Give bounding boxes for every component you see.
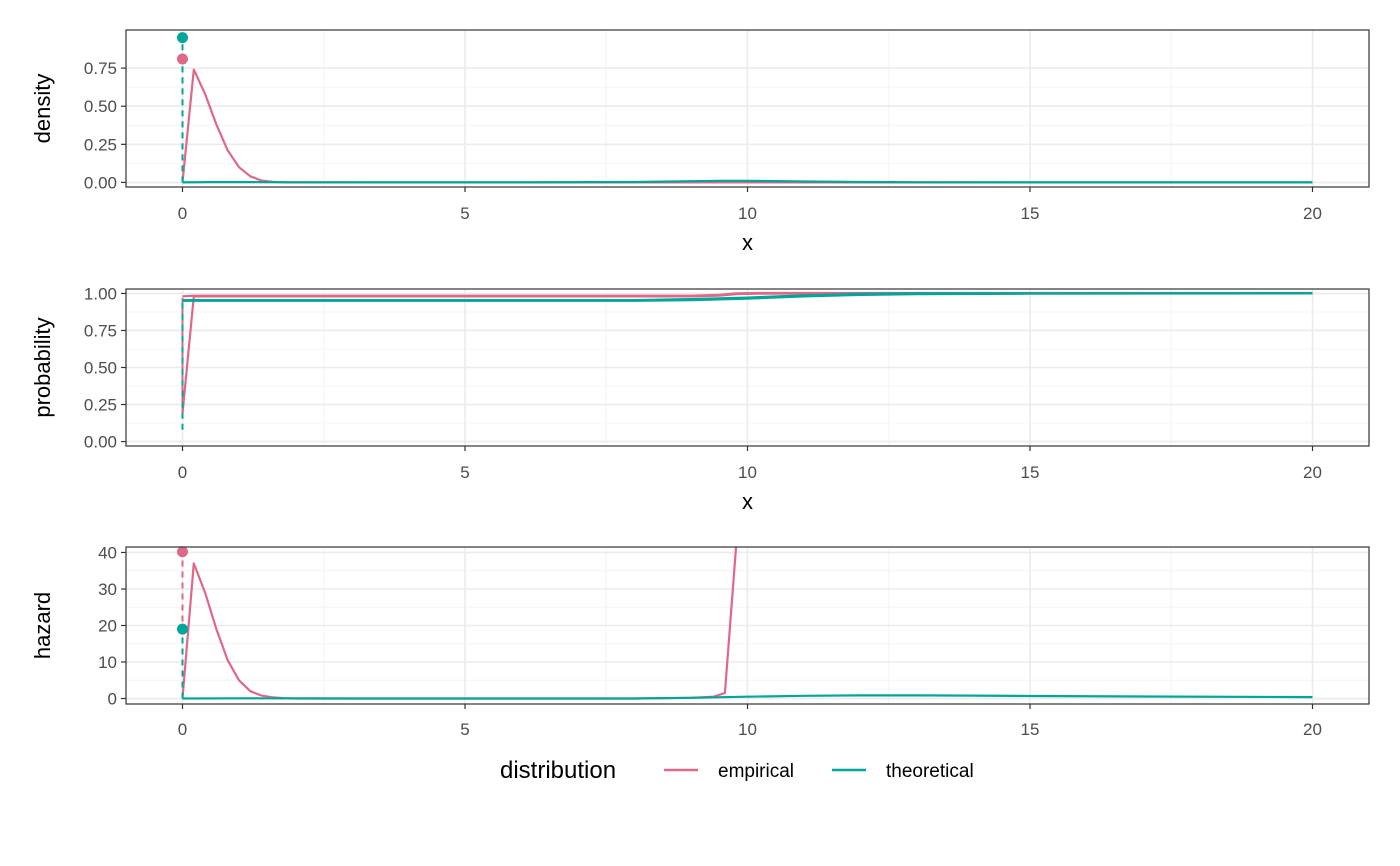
x-axis-title: x	[742, 230, 753, 255]
y-axis-title: probability	[30, 317, 55, 417]
y-tick-label: 0.50	[84, 97, 117, 116]
series-empirical-point	[177, 53, 188, 65]
legend-label-theoretical: theoretical	[886, 761, 974, 782]
y-axis-title: hazard	[30, 592, 55, 659]
x-tick-label: 5	[460, 204, 469, 223]
x-tick-label: 20	[1303, 463, 1322, 482]
y-tick-label: 0.00	[84, 173, 117, 192]
y-tick-label: 40	[98, 543, 117, 562]
panel-hazard: 0 5 10 15 20 0 10 20 30 40 hazard	[30, 543, 1370, 739]
x-tick-label: 0	[178, 463, 187, 482]
x-tick-label: 0	[178, 204, 187, 223]
plot-area	[181, 291, 1313, 430]
x-tick-label: 10	[738, 720, 757, 739]
x-tick-label: 5	[460, 720, 469, 739]
y-tick-label: 30	[98, 580, 117, 599]
y-tick-label: 0.50	[84, 359, 117, 378]
series-theoretical-point	[177, 623, 188, 635]
series-theoretical-line	[182, 179, 1313, 184]
x-tick-label: 15	[1021, 720, 1040, 739]
x-tick-label: 10	[738, 463, 757, 482]
series-empirical-point	[177, 546, 188, 558]
panel-probability: 0 5 10 15 20 0.00 0.25 0.50 0.75 1.00 x probability	[30, 284, 1370, 514]
plot-area	[181, 547, 1313, 700]
x-axis-title: x	[742, 489, 753, 514]
y-tick-label: 10	[98, 653, 117, 672]
y-tick-label: 0.75	[84, 59, 117, 78]
series-theoretical-point	[177, 32, 188, 44]
x-tick-label: 15	[1021, 463, 1040, 482]
x-tick-label: 15	[1021, 204, 1040, 223]
x-tick-label: 20	[1303, 204, 1322, 223]
y-tick-label: 0.25	[84, 396, 117, 415]
y-tick-label: 0.75	[84, 321, 117, 340]
x-tick-label: 10	[738, 204, 757, 223]
y-tick-label: 0.00	[84, 433, 117, 452]
series-theoretical-line	[182, 694, 1313, 700]
panel-density: 0 5 10 15 20 0.00 0.25 0.50 0.75 x density	[30, 29, 1370, 255]
x-tick-label: 5	[460, 463, 469, 482]
x-tick-label: 0	[178, 720, 187, 739]
y-tick-label: 0.25	[84, 135, 117, 154]
legend-label-empirical: empirical	[718, 761, 794, 782]
panels: 0 5 10 15 20 0.00 0.25 0.50 0.75 x density 0 5 10 15 20…	[30, 29, 1370, 739]
y-tick-label: 0	[108, 690, 117, 709]
y-tick-label: 20	[98, 617, 117, 636]
x-tick-label: 20	[1303, 720, 1322, 739]
legend-title: distribution	[500, 757, 616, 784]
plot-area	[181, 37, 1313, 184]
series-theoretical-upper-line	[182, 292, 1313, 302]
legend: distribution empirical theoretical	[500, 757, 974, 784]
y-tick-label: 1.00	[84, 284, 117, 303]
y-axis-title: density	[30, 74, 55, 144]
